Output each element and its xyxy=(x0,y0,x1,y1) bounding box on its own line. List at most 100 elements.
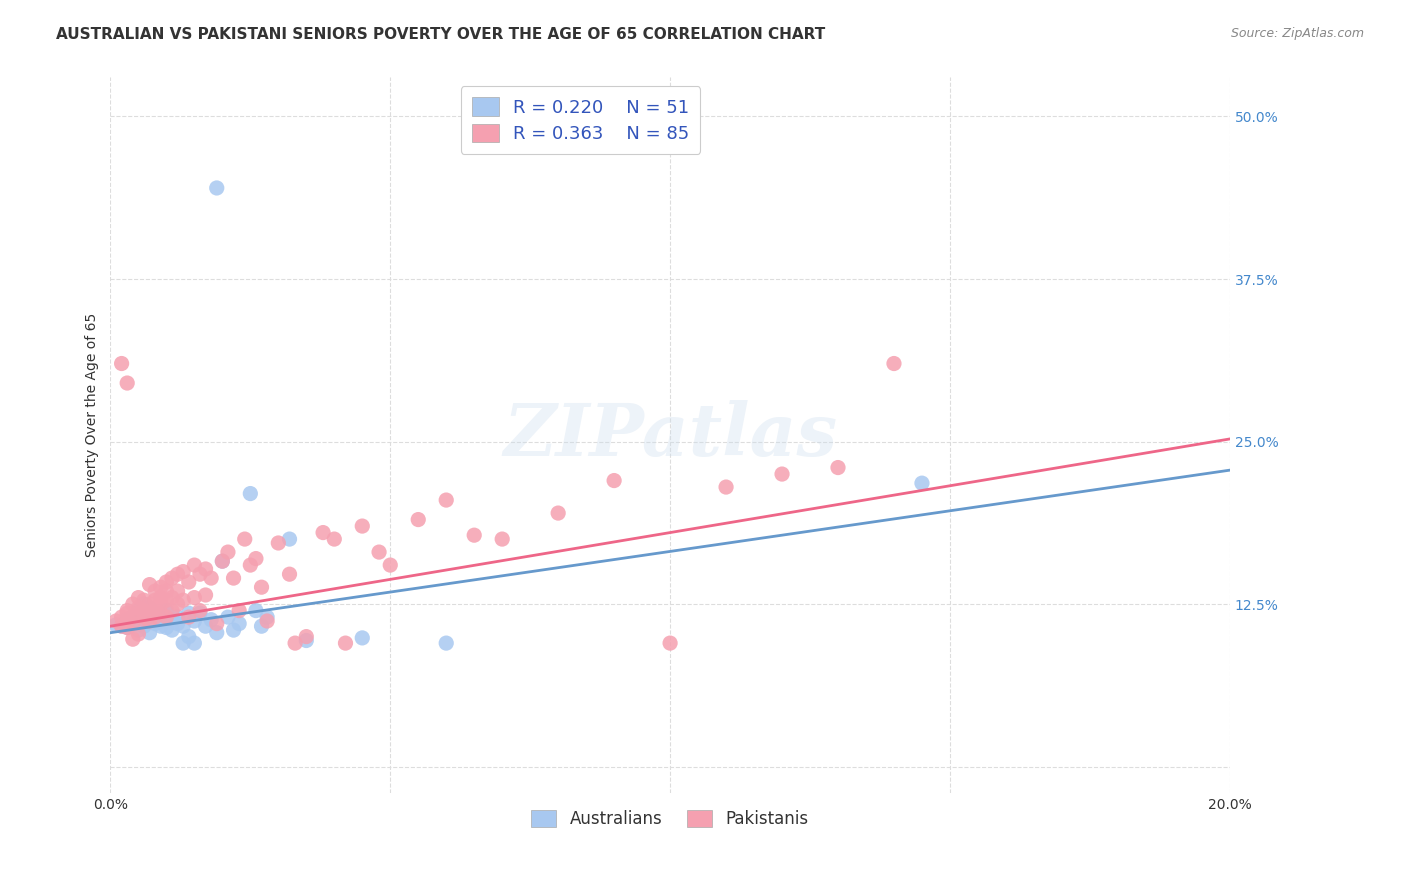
Point xyxy=(256,614,278,628)
Point xyxy=(278,567,301,582)
Point xyxy=(491,532,513,546)
Point xyxy=(205,181,228,195)
Point xyxy=(245,551,267,566)
Point xyxy=(188,604,211,618)
Point xyxy=(183,614,205,628)
Point xyxy=(155,610,177,624)
Point xyxy=(127,591,149,605)
Point xyxy=(132,604,155,618)
Point xyxy=(110,619,132,633)
Point xyxy=(603,474,626,488)
Point xyxy=(160,613,183,627)
Point xyxy=(110,610,132,624)
Point xyxy=(105,614,128,628)
Point xyxy=(911,476,934,491)
Text: Source: ZipAtlas.com: Source: ZipAtlas.com xyxy=(1230,27,1364,40)
Point xyxy=(188,606,211,620)
Point xyxy=(132,610,155,624)
Point xyxy=(205,616,228,631)
Point xyxy=(200,571,222,585)
Point xyxy=(295,633,318,648)
Legend: Australians, Pakistanis: Australians, Pakistanis xyxy=(524,803,815,834)
Point xyxy=(183,591,205,605)
Point xyxy=(217,545,239,559)
Point xyxy=(770,467,793,481)
Point xyxy=(434,636,457,650)
Text: AUSTRALIAN VS PAKISTANI SENIORS POVERTY OVER THE AGE OF 65 CORRELATION CHART: AUSTRALIAN VS PAKISTANI SENIORS POVERTY … xyxy=(56,27,825,42)
Point xyxy=(138,608,160,623)
Point xyxy=(239,558,262,573)
Point xyxy=(245,604,267,618)
Point xyxy=(160,571,183,585)
Point xyxy=(143,601,166,615)
Point xyxy=(659,636,682,650)
Point xyxy=(132,613,155,627)
Point xyxy=(380,558,402,573)
Point xyxy=(883,357,905,371)
Point xyxy=(194,588,217,602)
Point xyxy=(827,460,849,475)
Point xyxy=(143,593,166,607)
Point xyxy=(155,606,177,620)
Point xyxy=(143,606,166,620)
Point xyxy=(127,606,149,620)
Point xyxy=(143,584,166,599)
Point xyxy=(127,606,149,620)
Point xyxy=(172,619,194,633)
Point xyxy=(115,614,138,628)
Point xyxy=(222,623,245,637)
Point xyxy=(138,577,160,591)
Point xyxy=(183,558,205,573)
Point xyxy=(160,623,183,637)
Point xyxy=(368,545,391,559)
Point xyxy=(121,616,143,631)
Point xyxy=(127,604,149,618)
Point xyxy=(166,597,188,611)
Point xyxy=(228,604,250,618)
Point xyxy=(547,506,569,520)
Point xyxy=(166,616,188,631)
Point xyxy=(177,630,200,644)
Point xyxy=(295,630,318,644)
Point xyxy=(200,613,222,627)
Point xyxy=(149,614,172,628)
Text: ZIPatlas: ZIPatlas xyxy=(503,400,837,471)
Point xyxy=(194,619,217,633)
Point xyxy=(172,565,194,579)
Point xyxy=(222,571,245,585)
Point xyxy=(335,636,357,650)
Point xyxy=(188,567,211,582)
Point xyxy=(166,567,188,582)
Point xyxy=(160,604,183,618)
Point xyxy=(115,604,138,618)
Point xyxy=(149,597,172,611)
Point xyxy=(127,601,149,615)
Point xyxy=(149,610,172,624)
Point xyxy=(217,610,239,624)
Point xyxy=(149,606,172,620)
Point xyxy=(149,619,172,633)
Point xyxy=(132,593,155,607)
Point xyxy=(155,604,177,618)
Point xyxy=(110,357,132,371)
Point xyxy=(138,614,160,628)
Point xyxy=(149,580,172,594)
Point xyxy=(132,619,155,633)
Point xyxy=(121,616,143,631)
Point xyxy=(143,616,166,631)
Point xyxy=(177,574,200,589)
Point xyxy=(121,632,143,647)
Point xyxy=(463,528,485,542)
Point xyxy=(121,610,143,624)
Point xyxy=(155,574,177,589)
Point xyxy=(138,606,160,620)
Point xyxy=(406,512,429,526)
Point xyxy=(284,636,307,650)
Point xyxy=(166,610,188,624)
Point xyxy=(172,593,194,607)
Point xyxy=(211,554,233,568)
Point xyxy=(166,584,188,599)
Point xyxy=(267,536,290,550)
Point xyxy=(352,631,374,645)
Point xyxy=(149,591,172,605)
